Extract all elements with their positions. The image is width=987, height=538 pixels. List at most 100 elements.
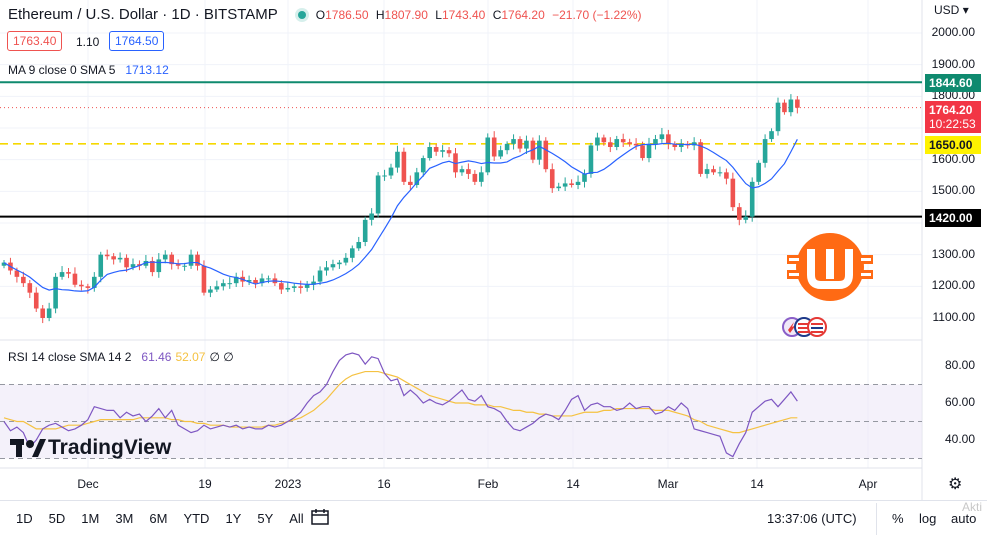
candle-body (782, 102, 787, 113)
candle-body (362, 219, 368, 242)
candle-body (698, 142, 703, 174)
candle-body (85, 286, 91, 288)
candle-body (298, 286, 303, 288)
candle-body (769, 131, 774, 140)
candle-body (233, 276, 239, 284)
candle-body (53, 276, 58, 309)
price-axis-label: 1100.00 (932, 310, 976, 324)
candle-body (27, 283, 33, 293)
candle-body (111, 256, 116, 260)
candle-body (343, 257, 349, 263)
candle-body (104, 254, 110, 257)
range-button-3m[interactable]: 3M (115, 511, 134, 526)
time-axis-label: 16 (377, 477, 391, 491)
candle-body (175, 264, 181, 266)
symbol-title[interactable]: Ethereum / U.S. Dollar · 1D · BITSTAMP (8, 6, 278, 23)
candle-body (21, 276, 26, 284)
date-range-icon[interactable] (309, 508, 331, 531)
price-axis-label: 2000.00 (931, 25, 975, 39)
rsi-axis-label: 80.00 (944, 358, 975, 372)
candle-body (472, 173, 478, 182)
candle-body (646, 143, 652, 159)
candle-body (659, 134, 665, 140)
candle-body (440, 150, 445, 152)
rsi-axis-label: 60.00 (944, 395, 975, 409)
candle-body (704, 169, 710, 174)
candle-body (291, 286, 297, 288)
range-button-ytd[interactable]: YTD (183, 511, 210, 526)
candle-body (311, 281, 316, 285)
activate-watermark: Akti (962, 500, 983, 514)
candle-body (627, 142, 632, 144)
support-yellow-price-tag: 1650.00 (925, 136, 981, 154)
candle-body (672, 143, 678, 147)
candle-body (575, 181, 581, 185)
exchange-flags-icon (782, 317, 827, 337)
tradingview-logo[interactable]: TradingView (10, 436, 171, 460)
candle-body (124, 257, 129, 268)
candle-body (79, 284, 84, 287)
candle-body (169, 254, 174, 265)
settings-gear-icon[interactable]: ⚙ (948, 476, 963, 493)
brand-logo-icon (787, 233, 873, 301)
candle-body (408, 181, 413, 185)
candle-body (653, 139, 658, 144)
candle-body (201, 265, 207, 293)
candle-body (517, 139, 523, 149)
range-button-all[interactable]: All (289, 511, 304, 526)
candle-body (356, 242, 362, 249)
rsi-line (3, 352, 798, 458)
sell-price-button[interactable]: 1763.40 (7, 31, 63, 51)
currency-selector[interactable]: USD ▾ (934, 3, 969, 17)
auto-toggle[interactable]: auto (951, 511, 977, 526)
candle-body (562, 183, 568, 187)
time-axis-label: 14 (750, 477, 764, 491)
candle-body (195, 254, 200, 266)
candle-body (259, 278, 265, 284)
price-axis-label: 1600.00 (931, 151, 975, 166)
percent-toggle[interactable]: % (892, 511, 904, 526)
candle-body (433, 147, 439, 152)
candle-body (633, 143, 639, 146)
ohlc-readout: O1786.50 H1807.90 L1743.40 C1764.20 −21.… (315, 7, 642, 22)
rsi-legend[interactable]: RSI 14 close SMA 14 2 61.46 52.07 ∅ ∅ (8, 350, 234, 364)
candle-body (72, 273, 78, 285)
time-axis-label: Feb (477, 477, 499, 491)
candle-body (375, 175, 381, 214)
price-axis-label: 1200.00 (931, 278, 975, 293)
price-axis-label: 1300.00 (931, 246, 975, 261)
candle-body (640, 145, 645, 159)
spread-label: 1.10 (76, 35, 100, 49)
range-button-1y[interactable]: 1Y (225, 511, 242, 526)
candle-body (221, 283, 226, 287)
candle-body (304, 284, 310, 288)
candle-body (614, 139, 620, 147)
candle-body (33, 292, 39, 309)
candle-body (401, 151, 407, 182)
rsi-sma-line (3, 370, 798, 434)
candle-body (330, 264, 336, 268)
price-axis-label: 1900.00 (931, 56, 975, 71)
range-button-6m[interactable]: 6M (149, 511, 168, 526)
candle-body (395, 151, 400, 168)
clock-label[interactable]: 13:37:06 (UTC) (767, 511, 857, 526)
candle-body (601, 137, 607, 143)
time-axis-label: Apr (858, 477, 878, 491)
candle-body (737, 207, 742, 220)
candle-body (40, 308, 45, 318)
range-button-1d[interactable]: 1D (16, 511, 33, 526)
buy-price-button[interactable]: 1764.50 (109, 31, 165, 51)
resistance-price-tag: 1844.60 (925, 74, 981, 92)
candle-body (569, 183, 574, 185)
candle-body (98, 254, 104, 277)
range-button-5y[interactable]: 5Y (257, 511, 274, 526)
candle-body (414, 172, 420, 185)
range-button-5d[interactable]: 5D (48, 511, 66, 526)
range-button-1m[interactable]: 1M (81, 511, 100, 526)
ma-line (3, 139, 798, 292)
ma-legend[interactable]: MA 9 close 0 SMA 5 1713.12 (8, 63, 169, 77)
tradingview-logo-icon (10, 439, 46, 457)
log-toggle[interactable]: log (919, 511, 937, 526)
